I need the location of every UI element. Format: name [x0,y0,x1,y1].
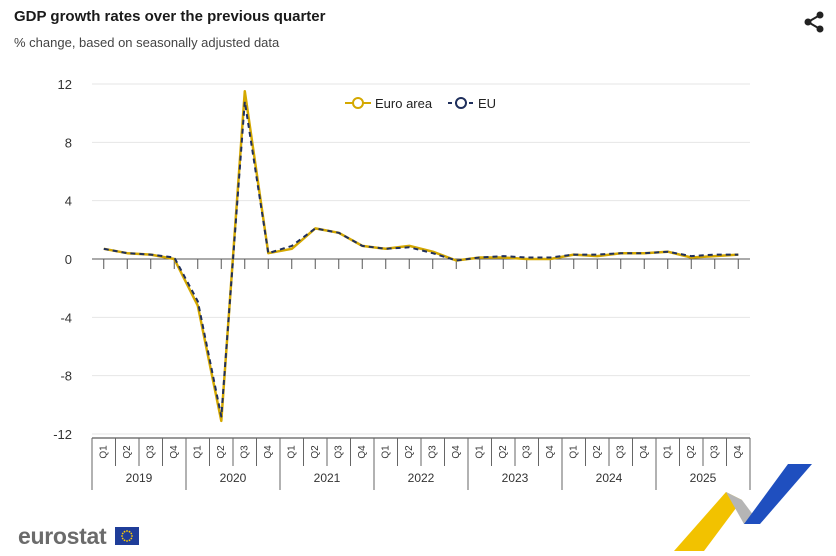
x-tick-label-quarter: Q3 [333,445,344,459]
x-tick-label-quarter: Q4 [169,445,180,459]
eurostat-logo: eurostat [18,523,107,549]
x-tick-label-quarter: Q2 [404,445,415,459]
x-tick-label-quarter: Q1 [286,445,297,459]
chart-subtitle: % change, based on seasonally adjusted d… [14,35,280,50]
x-tick-label-quarter: Q2 [686,445,697,459]
x-tick-label-quarter: Q4 [545,445,556,459]
brand-ribbon-graphic [664,462,816,551]
x-tick-label-quarter: Q4 [733,445,744,459]
x-tick-label-quarter: Q2 [122,445,133,459]
x-tick-label-quarter: Q2 [310,445,321,459]
legend-euro-area-label: Euro area [375,96,433,111]
x-tick-label-quarter: Q2 [592,445,603,459]
x-tick-label-quarter: Q2 [216,445,227,459]
eu-flag-icon [115,527,139,545]
y-tick-label: 12 [58,77,72,92]
y-tick-label: 4 [65,194,72,209]
x-tick-label-quarter: Q1 [192,445,203,459]
y-tick-label: -4 [60,310,72,325]
x-tick-label-quarter: Q4 [451,445,462,459]
x-tick-label-quarter: Q3 [145,445,156,459]
x-tick-label-quarter: Q3 [427,445,438,459]
x-tick-label-quarter: Q2 [498,445,509,459]
x-tick-label-year: 2025 [690,471,717,485]
x-tick-label-year: 2019 [126,471,153,485]
legend-euro-area-marker [352,97,364,109]
x-tick-label-year: 2020 [220,471,247,485]
y-tick-label: 0 [65,252,72,267]
x-tick-label-quarter: Q4 [357,445,368,459]
chart-title: GDP growth rates over the previous quart… [14,8,326,25]
x-tick-label-year: 2021 [314,471,341,485]
x-tick-label-quarter: Q1 [380,445,391,459]
x-tick-label-year: 2022 [408,471,435,485]
legend-eu-marker [455,97,467,109]
x-tick-label-quarter: Q1 [474,445,485,459]
x-tick-label-quarter: Q3 [615,445,626,459]
x-tick-label-quarter: Q4 [263,445,274,459]
x-tick-label-quarter: Q1 [98,445,109,459]
x-tick-label-quarter: Q1 [662,445,673,459]
x-tick-label-quarter: Q3 [521,445,532,459]
y-tick-label: -12 [53,427,72,442]
x-tick-label-quarter: Q1 [568,445,579,459]
x-tick-label-year: 2024 [596,471,623,485]
series-line-euro-area [103,90,739,423]
y-tick-label: -8 [60,369,72,384]
legend-eu-label: EU [478,96,496,111]
x-tick-label-year: 2023 [502,471,529,485]
x-tick-label-quarter: Q4 [639,445,650,459]
gdp-line-chart: 12 8 4 0 -4 -8 -12 Q1 Q2 Q3 Q4 Q1 Q2 Q3 Q4 Q1 Q2 Q3 Q4 Q1 Q2… [53,77,751,490]
share-icon[interactable] [800,8,828,36]
y-tick-label: 8 [65,135,72,150]
x-tick-label-quarter: Q3 [709,445,720,459]
x-tick-label-quarter: Q3 [239,445,250,459]
